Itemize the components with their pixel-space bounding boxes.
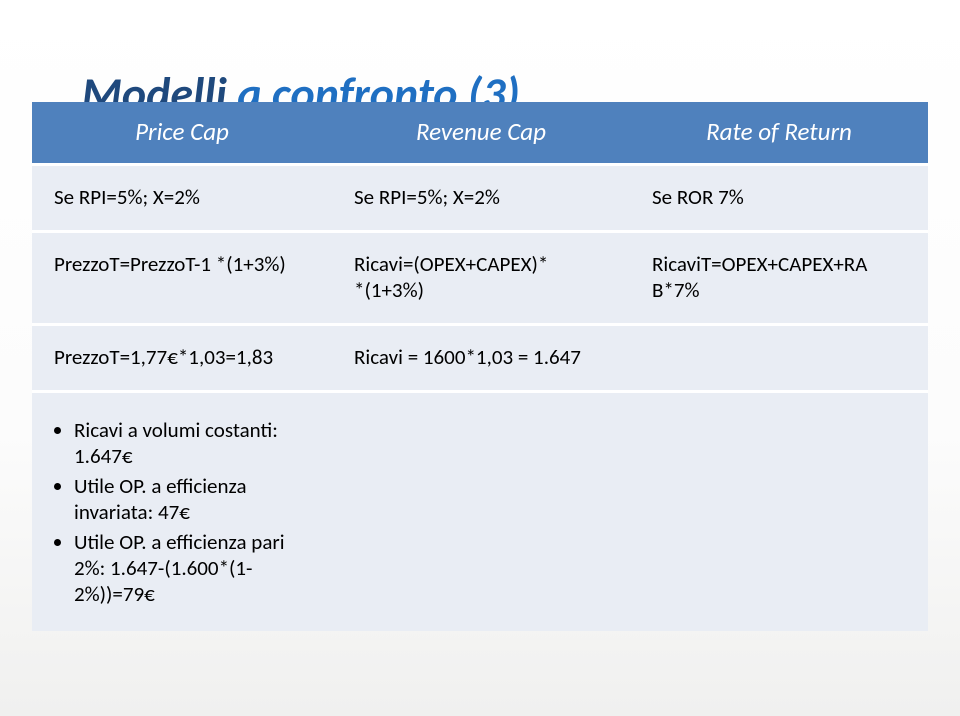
comparison-table: Price Cap Revenue Cap Rate of Return Se … [32, 102, 928, 631]
table-cell: Ricavi a volumi costanti: 1.647€Utile OP… [32, 392, 332, 632]
table-cell: PrezzoT=PrezzoT-1 *(1+3%) [32, 232, 332, 325]
cell-text: PrezzoT=1,77€*1,03=1,83 [54, 344, 316, 370]
table-cell: Ricavi=(OPEX+CAPEX)**(1+3%) [332, 232, 630, 325]
table-row: Se RPI=5%; X=2% Se RPI=5%; X=2% Se ROR 7% [32, 165, 928, 232]
cell-text: Ricavi=(OPEX+CAPEX)* [354, 251, 614, 277]
cell-text: Se RPI=5%; X=2% [354, 184, 614, 210]
table-cell [332, 392, 630, 632]
cell-text: *(1+3%) [354, 277, 614, 303]
table-cell: RicaviT=OPEX+CAPEX+RAB*7% [630, 232, 928, 325]
table-cell [630, 325, 928, 392]
cell-text [652, 344, 912, 370]
table-cell [630, 392, 928, 632]
header-cell-2: Rate of Return [630, 102, 928, 165]
table-cell: Se ROR 7% [630, 165, 928, 232]
slide: Modelli a confronto (3) Price Cap Revenu… [0, 0, 960, 716]
cell-text [652, 411, 912, 437]
cell-text: Ricavi = 1600*1,03 = 1.647 [354, 344, 614, 370]
cell-text [354, 411, 614, 437]
cell-text: RicaviT=OPEX+CAPEX+RA [652, 251, 912, 277]
table-cell: Ricavi = 1600*1,03 = 1.647 [332, 325, 630, 392]
bullet-list: Ricavi a volumi costanti: 1.647€Utile OP… [54, 417, 316, 607]
table-row: Ricavi a volumi costanti: 1.647€Utile OP… [32, 392, 928, 632]
table-cell: Se RPI=5%; X=2% [32, 165, 332, 232]
bullet-item: Utile OP. a efficienza invariata: 47€ [74, 473, 316, 525]
header-cell-1: Revenue Cap [332, 102, 630, 165]
table-header-row: Price Cap Revenue Cap Rate of Return [32, 102, 928, 165]
cell-text: Se RPI=5%; X=2% [54, 184, 316, 210]
table-body: Se RPI=5%; X=2% Se RPI=5%; X=2% Se ROR 7% P… [32, 165, 928, 632]
table-cell: Se RPI=5%; X=2% [332, 165, 630, 232]
cell-text: Se ROR 7% [652, 184, 912, 210]
table-cell: PrezzoT=1,77€*1,03=1,83 [32, 325, 332, 392]
bullet-item: Utile OP. a efficienza pari 2%: 1.647-(1… [74, 529, 316, 607]
cell-text: PrezzoT=PrezzoT-1 *(1+3%) [54, 251, 316, 277]
header-cell-0: Price Cap [32, 102, 332, 165]
cell-text: B*7% [652, 277, 912, 303]
table-row: PrezzoT=1,77€*1,03=1,83 Ricavi = 1600*1,0… [32, 325, 928, 392]
table-row: PrezzoT=PrezzoT-1 *(1+3%) Ricavi=(OPEX+CA… [32, 232, 928, 325]
bullet-item: Ricavi a volumi costanti: 1.647€ [74, 417, 316, 469]
